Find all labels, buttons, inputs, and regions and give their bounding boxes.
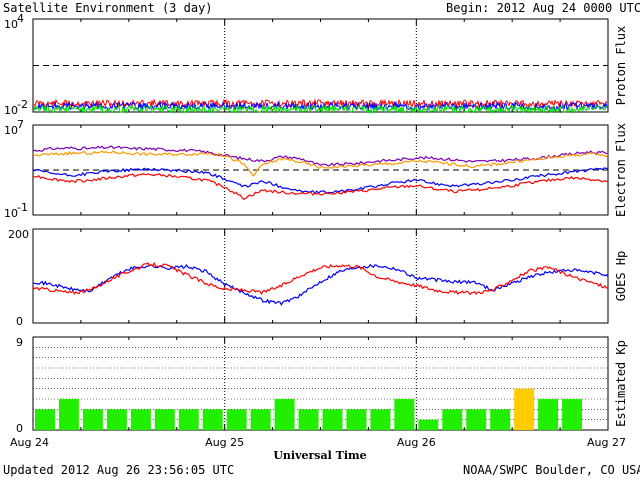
- y-axis-label: GOES Hp: [614, 251, 628, 302]
- electron-series: [32, 173, 609, 201]
- kp-bar: [346, 409, 367, 430]
- kp-bar: [370, 409, 391, 430]
- kp-bar: [58, 399, 79, 430]
- y-tick-label: 4: [17, 12, 24, 25]
- kp-bar: [322, 409, 343, 430]
- x-tick-label: Aug 24: [10, 436, 49, 449]
- kp-bar: [130, 409, 151, 430]
- kp-bar: [226, 409, 247, 430]
- updated-timestamp: Updated 2012 Aug 26 23:56:05 UTC: [3, 463, 235, 477]
- begin-time: Begin: 2012 Aug 24 0000 UTC: [446, 1, 640, 15]
- proton-series: [33, 104, 608, 115]
- kp-bar: [178, 409, 199, 430]
- kp-bar: [490, 409, 511, 430]
- y-tick-label: -1: [17, 201, 28, 214]
- kp-bar: [106, 409, 127, 430]
- x-tick-label: Aug 26: [397, 436, 436, 449]
- y-axis-label: Estimated Kp: [614, 340, 628, 427]
- kp-bar: [538, 399, 559, 430]
- x-tick-label: Aug 27: [587, 436, 626, 449]
- kp-bar: [274, 399, 295, 430]
- electron-series: [32, 150, 609, 177]
- kp-bar: [514, 388, 535, 430]
- x-tick-label: Aug 25: [205, 436, 244, 449]
- y-tick-label: 0: [16, 422, 23, 435]
- x-axis-title: Universal Time: [273, 449, 366, 462]
- y-tick-label: 10: [4, 207, 18, 220]
- kp-bar: [35, 409, 55, 430]
- kp-bar: [202, 409, 223, 430]
- y-tick-label: 0: [16, 315, 23, 328]
- hp-series: [32, 263, 609, 307]
- credit: NOAA/SWPC Boulder, CO USA: [463, 463, 640, 477]
- y-tick-label: 10: [4, 104, 18, 117]
- kp-bar: [82, 409, 103, 430]
- panel-frame: [32, 124, 609, 216]
- y-tick-label: 9: [16, 336, 23, 349]
- panel-frame: [32, 18, 609, 113]
- chart-title: Satellite Environment (3 day): [3, 1, 213, 15]
- kp-bar: [562, 399, 583, 430]
- proton-series: [33, 98, 608, 109]
- y-tick-label: -2: [17, 98, 28, 111]
- kp-bar: [466, 409, 487, 430]
- y-tick-label: 200: [8, 228, 29, 241]
- y-axis-label: Proton Flux: [614, 26, 628, 105]
- electron-series: [32, 145, 609, 167]
- kp-bar: [442, 409, 463, 430]
- hp-series: [32, 261, 609, 296]
- y-axis-label: Electron Flux: [614, 123, 628, 217]
- kp-bar: [154, 409, 175, 430]
- kp-bar: [394, 399, 415, 430]
- y-tick-label: 10: [4, 18, 18, 31]
- y-tick-label: 7: [17, 118, 24, 131]
- kp-bar: [250, 409, 271, 430]
- kp-bar: [418, 419, 439, 430]
- electron-series: [32, 167, 608, 195]
- y-tick-label: 10: [4, 124, 18, 137]
- kp-bar: [298, 409, 319, 430]
